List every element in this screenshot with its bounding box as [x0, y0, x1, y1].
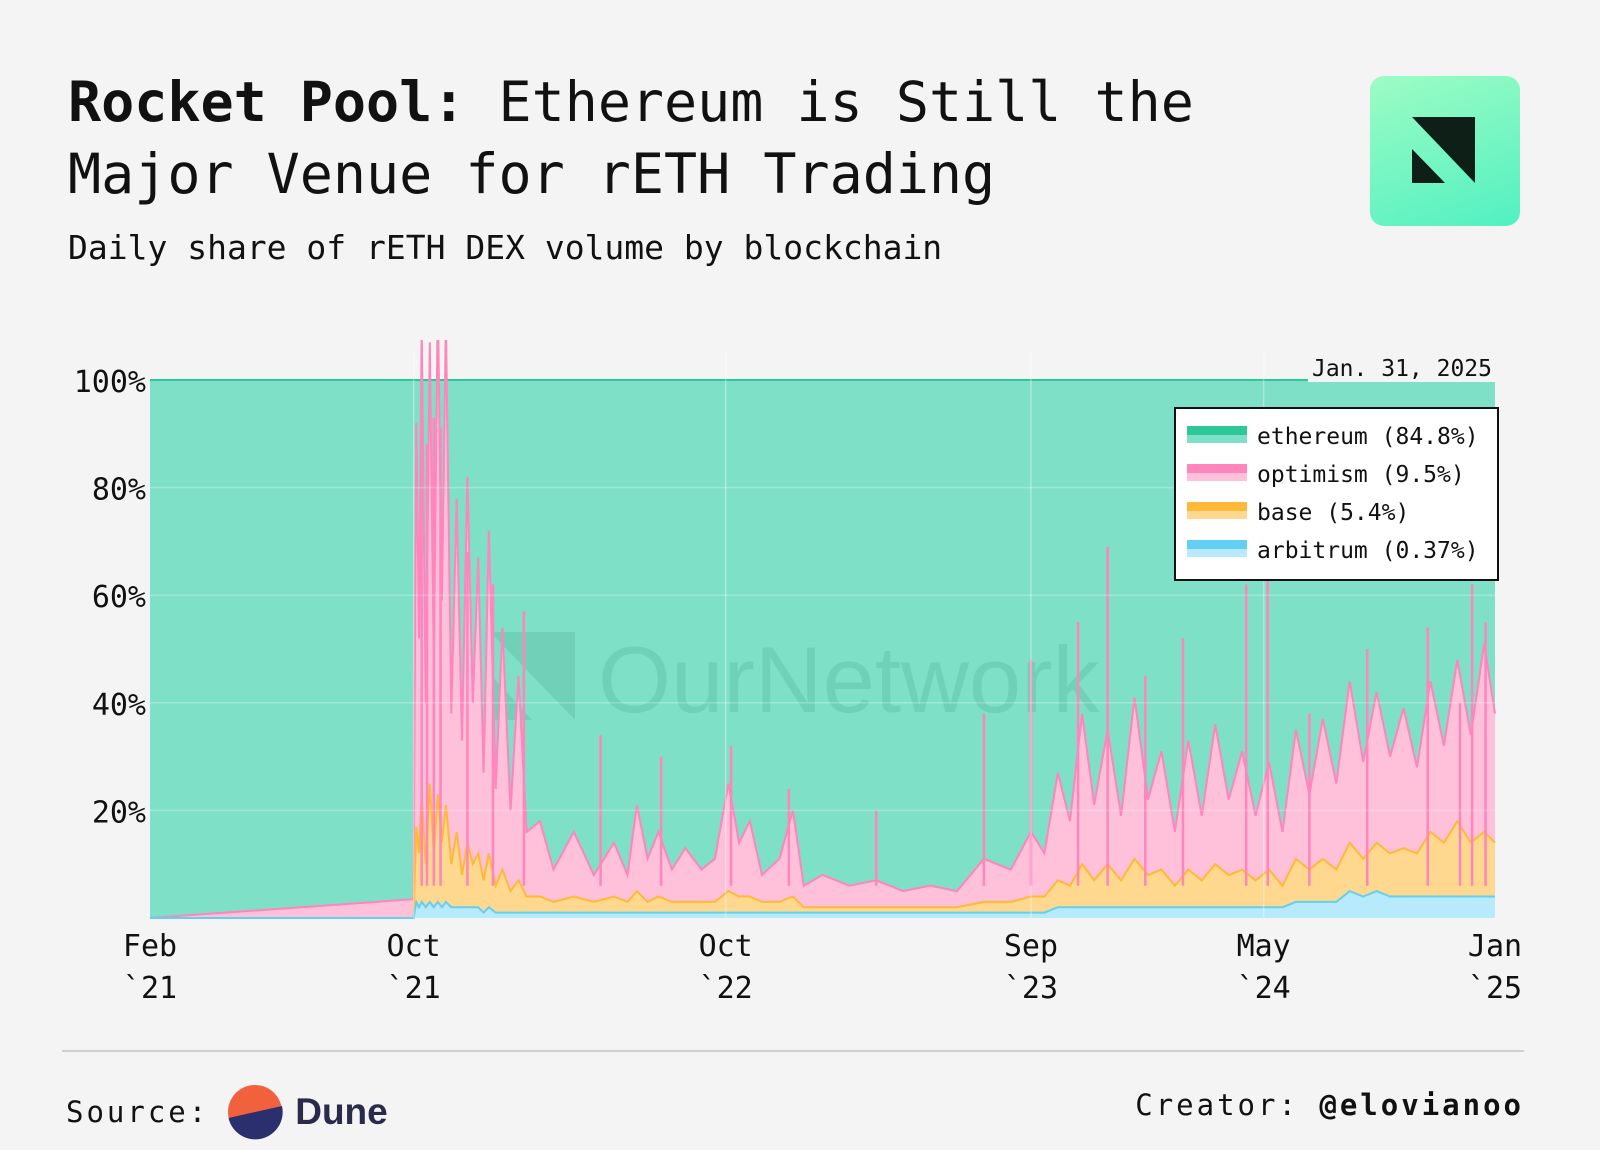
legend-swatch-optimism: [1187, 464, 1247, 473]
x-tick-label: Oct: [387, 929, 441, 964]
y-tick-label: 40%: [92, 688, 146, 723]
chart-subtitle: Daily share of rETH DEX volume by blockc…: [68, 228, 943, 267]
x-tick-label: Sep: [1004, 929, 1058, 964]
x-tick-label: Feb: [123, 929, 177, 964]
creator-handle: @elovianoo: [1319, 1088, 1524, 1122]
stacked-area-chart: OurNetwork 20% 40% 60% 80% 100% Feb `21 Oct `21…: [74, 340, 1522, 1006]
series-base-area: [150, 783, 1495, 918]
legend-swatch-base-light: [1187, 511, 1247, 519]
legend-label-optimism: optimism (9.5%): [1257, 462, 1465, 488]
x-tick-label-year: `23: [1004, 971, 1058, 1006]
legend-swatch-arbitrum-light: [1187, 549, 1247, 557]
x-tick-label-year: `21: [123, 971, 177, 1006]
x-tick-label-year: `24: [1237, 971, 1291, 1006]
x-axis: Feb `21 Oct `21 Oct `22 Sep `23 May `24 Jan `25: [123, 929, 1522, 1006]
source: Source: Dune: [66, 1084, 388, 1140]
source-name: Dune: [295, 1091, 388, 1132]
ournetwork-logo: [1370, 76, 1520, 226]
watermark-logo-icon: [490, 632, 575, 720]
watermark: OurNetwork: [490, 627, 1100, 732]
series-arbitrum-line: [150, 889, 1495, 919]
y-tick-label: 100%: [74, 365, 146, 400]
legend-label-base: base (5.4%): [1257, 500, 1409, 526]
watermark-text: OurNetwork: [598, 627, 1100, 732]
x-tick-label: Oct: [699, 929, 753, 964]
legend-swatch-base: [1187, 502, 1247, 511]
ournetwork-logo-icon: [1412, 117, 1475, 183]
x-tick-label-year: `25: [1468, 971, 1522, 1006]
creator-label: Creator:: [1135, 1088, 1299, 1122]
series-layer: [149, 340, 1496, 919]
x-tick-label: Jan: [1468, 929, 1522, 964]
creator: Creator: @elovianoo: [1135, 1088, 1524, 1122]
legend-label-ethereum: ethereum (84.8%): [1257, 424, 1479, 450]
legend-swatch-ethereum: [1187, 426, 1247, 435]
legend-swatch-arbitrum: [1187, 540, 1247, 549]
series-base-line: [150, 783, 1496, 919]
chart-title: Rocket Pool: Ethereum is Still the Major…: [68, 66, 1318, 210]
date-stamp: Jan. 31, 2025: [1307, 356, 1496, 382]
x-tick-label: May: [1237, 929, 1291, 964]
spike-layer: [420, 417, 1487, 886]
x-tick-label-year: `22: [699, 971, 753, 1006]
title-lead: Rocket Pool:: [68, 70, 466, 134]
footer-divider: [62, 1050, 1524, 1052]
legend: ethereum (84.8%) optimism (9.5%) base (5.4…: [1174, 407, 1499, 581]
x-tick-label-year: `21: [387, 971, 441, 1006]
y-tick-label: 80%: [92, 473, 146, 508]
y-axis: 20% 40% 60% 80% 100%: [74, 365, 146, 830]
dune-logo-icon: [228, 1085, 283, 1140]
y-tick-label: 20%: [92, 795, 146, 830]
title-rest: Ethereum is Still the Major Venue for rE…: [68, 70, 1194, 206]
series-optimism-line: [149, 340, 1496, 919]
legend-swatch-optimism-light: [1187, 473, 1247, 481]
series-optimism-area: [150, 340, 1495, 918]
y-tick-label: 60%: [92, 580, 146, 615]
legend-swatch-ethereum-light: [1187, 435, 1247, 443]
source-label: Source:: [66, 1095, 210, 1129]
legend-label-arbitrum: arbitrum (0.37%): [1257, 538, 1479, 564]
